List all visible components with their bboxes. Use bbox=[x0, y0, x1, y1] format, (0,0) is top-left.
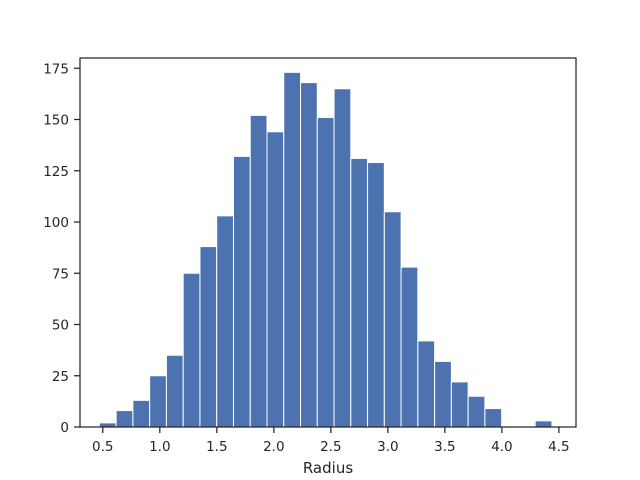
histogram-bar bbox=[199, 246, 218, 428]
y-tick-label: 25 bbox=[52, 369, 69, 385]
histogram-bar bbox=[467, 395, 486, 428]
y-tick-label: 125 bbox=[43, 164, 69, 180]
x-axis-ticks: 0.5 1.0 1.5 2.0 2.5 3.0 3.5 4.0 4.5 bbox=[92, 427, 570, 455]
x-tick-label: 1.0 bbox=[149, 439, 170, 455]
histogram-bar bbox=[316, 116, 335, 428]
histogram-bar bbox=[266, 131, 285, 428]
plot-frame bbox=[79, 57, 577, 428]
x-tick-label: 2.0 bbox=[263, 439, 284, 455]
histogram-bar bbox=[400, 266, 419, 428]
histogram-bar bbox=[165, 354, 184, 428]
histogram-bar bbox=[115, 410, 134, 428]
x-tick-label: 3.0 bbox=[377, 439, 398, 455]
x-tick-label: 0.5 bbox=[92, 439, 113, 455]
x-tick-label: 3.5 bbox=[434, 439, 455, 455]
histogram-bar bbox=[417, 340, 436, 428]
histogram-bar bbox=[300, 82, 318, 428]
y-tick-label: 75 bbox=[52, 266, 69, 282]
x-axis-label: Radius bbox=[303, 459, 353, 477]
histogram-bar bbox=[383, 211, 402, 428]
y-axis-ticks: 0 25 50 75 100 125 150 175 bbox=[43, 61, 80, 436]
y-tick-label: 100 bbox=[43, 215, 69, 231]
x-tick-label: 4.0 bbox=[491, 439, 512, 455]
histogram-bar bbox=[367, 162, 385, 428]
y-tick-label: 150 bbox=[43, 113, 69, 129]
histogram-bar bbox=[232, 155, 251, 428]
y-tick-label: 50 bbox=[52, 318, 69, 334]
y-tick-label: 0 bbox=[60, 420, 69, 436]
histogram-bar bbox=[216, 215, 234, 428]
histogram-bar bbox=[249, 114, 268, 428]
histogram-bar bbox=[350, 157, 369, 428]
histogram-bar bbox=[333, 88, 352, 428]
x-tick-label: 2.5 bbox=[320, 439, 341, 455]
histogram-bars bbox=[98, 71, 553, 428]
x-tick-label: 4.5 bbox=[548, 439, 569, 455]
y-tick-label: 175 bbox=[43, 61, 69, 77]
histogram-bar bbox=[450, 381, 469, 428]
histogram-bar bbox=[434, 360, 452, 428]
histogram-bar bbox=[149, 375, 167, 428]
histogram-bar bbox=[534, 420, 553, 428]
histogram-bar bbox=[182, 272, 201, 428]
histogram-bar bbox=[283, 71, 302, 428]
x-tick-label: 1.5 bbox=[206, 439, 227, 455]
histogram-bar bbox=[132, 399, 151, 428]
histogram-bar bbox=[484, 408, 503, 428]
